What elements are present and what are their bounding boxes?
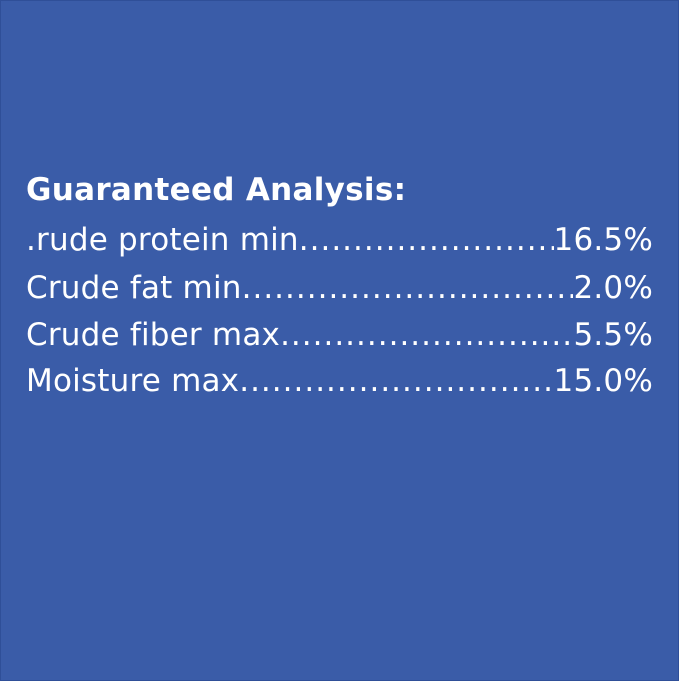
row-value: 5.5% <box>573 317 653 353</box>
guaranteed-analysis-heading: Guaranteed Analysis: <box>26 172 407 208</box>
analysis-row-fat: Crude fat min ..........................… <box>26 270 653 306</box>
leader-dots: ........................................… <box>241 270 574 306</box>
leader-dots: ........................................… <box>280 317 574 353</box>
row-label: Moisture max <box>26 363 240 399</box>
row-value: 16.5% <box>553 222 653 258</box>
row-value: 2.0% <box>573 270 653 306</box>
row-value: 15.0% <box>553 363 653 399</box>
row-label: Crude fat min <box>26 270 242 306</box>
leader-dots: ........................................… <box>239 363 554 399</box>
analysis-row-fiber: Crude fiber max ........................… <box>26 317 653 353</box>
leader-dots: .................................... <box>298 222 554 258</box>
row-label: Crude fiber max <box>26 317 281 353</box>
row-label: .rude protein min <box>26 222 299 258</box>
analysis-row-moisture: Moisture max ...........................… <box>26 363 653 399</box>
analysis-row-protein: .rude protein min ......................… <box>26 222 653 258</box>
